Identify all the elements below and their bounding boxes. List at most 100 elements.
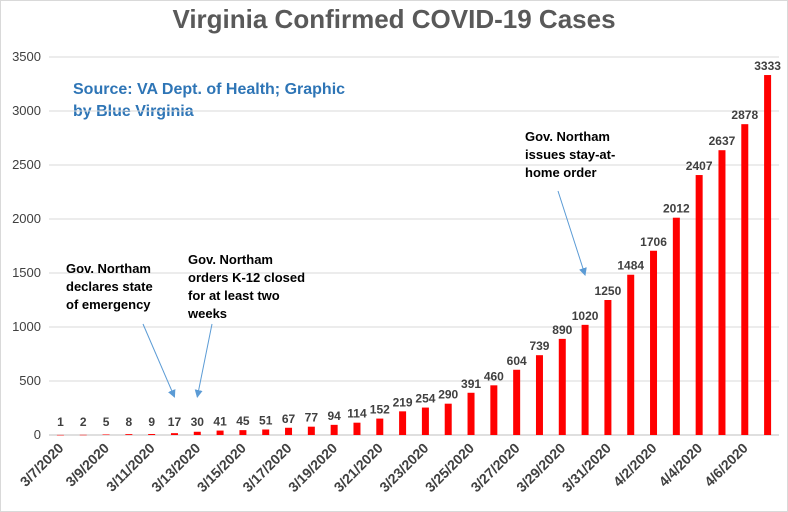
data-label: 2 bbox=[80, 415, 87, 429]
bar bbox=[558, 338, 566, 435]
bar bbox=[604, 300, 612, 435]
data-label: 604 bbox=[507, 354, 527, 368]
annotation-text: home order bbox=[525, 165, 597, 180]
bar bbox=[148, 434, 156, 435]
bar bbox=[764, 75, 772, 435]
annotation-text: Gov. Northam bbox=[66, 261, 151, 276]
bar bbox=[330, 424, 338, 435]
x-tick-label: 3/21/2020 bbox=[331, 440, 387, 496]
data-label: 1020 bbox=[572, 309, 599, 323]
bar bbox=[650, 250, 658, 435]
data-label: 1250 bbox=[595, 284, 622, 298]
data-label: 2878 bbox=[731, 108, 758, 122]
annotation-text: orders K-12 closed bbox=[188, 270, 305, 285]
x-tick-label: 3/7/2020 bbox=[17, 440, 67, 490]
bar bbox=[672, 217, 680, 435]
data-label: 94 bbox=[327, 409, 341, 423]
annotation-text: for at least two bbox=[188, 288, 280, 303]
annotation-text: of emergency bbox=[66, 297, 151, 312]
source-note-line: Source: VA Dept. of Health; Graphic bbox=[73, 81, 345, 98]
annotation-arrow bbox=[194, 323, 213, 398]
y-tick-label: 2500 bbox=[12, 157, 41, 172]
data-label: 77 bbox=[305, 411, 319, 425]
data-label: 5 bbox=[103, 415, 110, 429]
data-label: 3333 bbox=[754, 59, 781, 73]
data-label: 391 bbox=[461, 377, 481, 391]
data-label: 8 bbox=[126, 415, 133, 429]
data-label: 30 bbox=[191, 415, 205, 429]
y-tick-label: 1000 bbox=[12, 319, 41, 334]
bar bbox=[490, 385, 498, 435]
bar bbox=[307, 426, 315, 435]
bar bbox=[239, 430, 247, 435]
bar bbox=[399, 411, 407, 435]
bar bbox=[695, 175, 703, 435]
bar bbox=[102, 434, 110, 435]
annotation-text: weeks bbox=[187, 306, 227, 321]
y-tick-label: 0 bbox=[34, 427, 41, 442]
x-tick-label: 3/19/2020 bbox=[285, 440, 341, 496]
bar bbox=[56, 434, 64, 436]
x-tick-label: 3/17/2020 bbox=[239, 440, 295, 496]
bar bbox=[535, 355, 543, 435]
data-label: 17 bbox=[168, 415, 182, 429]
bar bbox=[513, 369, 521, 435]
y-tick-label: 3500 bbox=[12, 49, 41, 64]
bar bbox=[170, 433, 178, 435]
annotation-text: issues stay-at- bbox=[525, 147, 615, 162]
data-label: 739 bbox=[529, 339, 549, 353]
bar bbox=[285, 427, 293, 435]
annotation-text: declares state bbox=[66, 279, 153, 294]
data-label: 254 bbox=[415, 392, 435, 406]
x-tick-label: 3/23/2020 bbox=[376, 440, 432, 496]
data-label: 9 bbox=[148, 415, 155, 429]
x-tick-label: 4/2/2020 bbox=[610, 440, 660, 490]
bar bbox=[353, 422, 361, 435]
bar bbox=[741, 124, 749, 436]
data-label: 45 bbox=[236, 414, 250, 428]
bar bbox=[193, 431, 201, 435]
x-tick-label: 3/15/2020 bbox=[194, 440, 250, 496]
annotation-text: Gov. Northam bbox=[188, 252, 273, 267]
x-tick-label: 3/13/2020 bbox=[148, 440, 204, 496]
y-tick-label: 500 bbox=[19, 373, 41, 388]
y-tick-label: 1500 bbox=[12, 265, 41, 280]
bar bbox=[627, 274, 635, 435]
bar bbox=[581, 324, 589, 435]
data-label: 290 bbox=[438, 388, 458, 402]
data-label: 2012 bbox=[663, 202, 690, 216]
data-label: 2407 bbox=[686, 159, 713, 173]
bar bbox=[467, 392, 475, 435]
x-tick-label: 3/25/2020 bbox=[422, 440, 478, 496]
x-tick-label: 4/4/2020 bbox=[655, 440, 705, 490]
x-tick-label: 4/6/2020 bbox=[701, 440, 751, 490]
data-label: 41 bbox=[213, 415, 227, 429]
bar bbox=[376, 418, 384, 435]
bar bbox=[718, 150, 726, 436]
data-label: 1706 bbox=[640, 235, 667, 249]
y-tick-label: 2000 bbox=[12, 211, 41, 226]
data-label: 219 bbox=[393, 395, 413, 409]
data-label: 1484 bbox=[617, 259, 644, 273]
data-label: 67 bbox=[282, 412, 296, 426]
data-label: 51 bbox=[259, 413, 273, 427]
bar bbox=[125, 434, 133, 435]
bar bbox=[421, 407, 429, 435]
data-label: 1 bbox=[57, 415, 64, 429]
bar bbox=[444, 403, 452, 435]
annotation-arrow bbox=[557, 190, 587, 276]
annotation-arrow bbox=[142, 323, 176, 398]
data-label: 460 bbox=[484, 369, 504, 383]
x-tick-label: 3/29/2020 bbox=[513, 440, 569, 496]
x-tick-label: 3/31/2020 bbox=[559, 440, 615, 496]
data-label: 152 bbox=[370, 403, 390, 417]
bar bbox=[262, 429, 270, 435]
data-label: 2637 bbox=[709, 134, 736, 148]
data-label: 114 bbox=[347, 407, 367, 421]
bar bbox=[216, 430, 224, 435]
chart-title: Virginia Confirmed COVID-19 Cases bbox=[172, 4, 615, 34]
bar bbox=[79, 434, 87, 436]
annotation-text: Gov. Northam bbox=[525, 129, 610, 144]
